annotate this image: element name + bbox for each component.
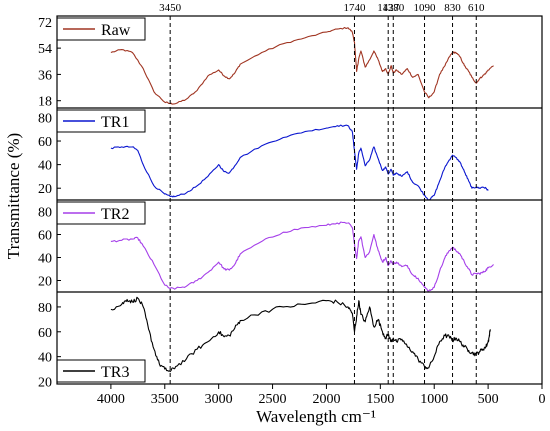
panels-group xyxy=(110,26,494,373)
marker-label: 830 xyxy=(444,2,461,14)
marker-label: 3450 xyxy=(159,2,182,14)
series-line-raw xyxy=(110,26,494,105)
marker-label: 1090 xyxy=(414,2,437,14)
marker-label: 610 xyxy=(468,2,485,14)
marker-label: 1380 xyxy=(382,2,405,14)
y-tick-label: 20 xyxy=(38,376,52,391)
y-tick-label: 36 xyxy=(38,68,52,83)
y-tick-label: 60 xyxy=(38,326,52,341)
marker-label: 1427 xyxy=(377,2,400,14)
legend-label-tr3: TR3 xyxy=(101,364,129,381)
x-tick-label: 1500 xyxy=(366,392,394,407)
axes-group: 18 36 54 72 Raw 20 40 60 80 TR1 20 40 60 80 TR2 20 40 60 8… xyxy=(38,15,546,407)
x-tick-label: 4000 xyxy=(97,392,125,407)
legend-label-tr1: TR1 xyxy=(101,114,129,131)
y-tick-label: 20 xyxy=(38,182,52,197)
y-tick-label: 40 xyxy=(38,159,52,174)
x-tick-label: 2500 xyxy=(259,392,287,407)
y-axis-label: Transmittance (%) xyxy=(4,133,23,259)
y-tick-label: 60 xyxy=(38,229,52,244)
y-tick-label: 80 xyxy=(38,206,52,221)
legend-label-tr2: TR2 xyxy=(101,206,129,223)
y-tick-label: 40 xyxy=(38,351,52,366)
y-tick-label: 20 xyxy=(38,275,52,290)
x-tick-label: 3000 xyxy=(205,392,233,407)
x-tick-label: 0 xyxy=(539,392,546,407)
marker-label: 1740 xyxy=(343,2,366,14)
x-tick-label: 2000 xyxy=(312,392,340,407)
x-axis-label: Wavelength cm⁻¹ xyxy=(256,407,376,426)
y-tick-label: 80 xyxy=(38,301,52,316)
legend-label-raw: Raw xyxy=(101,22,131,39)
series-line-tr1 xyxy=(110,124,489,201)
y-tick-label: 54 xyxy=(38,42,52,57)
y-tick-label: 40 xyxy=(38,252,52,267)
x-tick-label: 1000 xyxy=(420,392,448,407)
x-tick-label: 3500 xyxy=(151,392,179,407)
y-tick-label: 72 xyxy=(38,16,52,31)
y-tick-label: 80 xyxy=(38,111,52,126)
series-line-tr2 xyxy=(110,221,494,292)
series-line-tr3 xyxy=(110,296,491,373)
y-tick-label: 18 xyxy=(38,95,52,110)
x-tick-label: 500 xyxy=(478,392,499,407)
y-tick-label: 60 xyxy=(38,135,52,150)
